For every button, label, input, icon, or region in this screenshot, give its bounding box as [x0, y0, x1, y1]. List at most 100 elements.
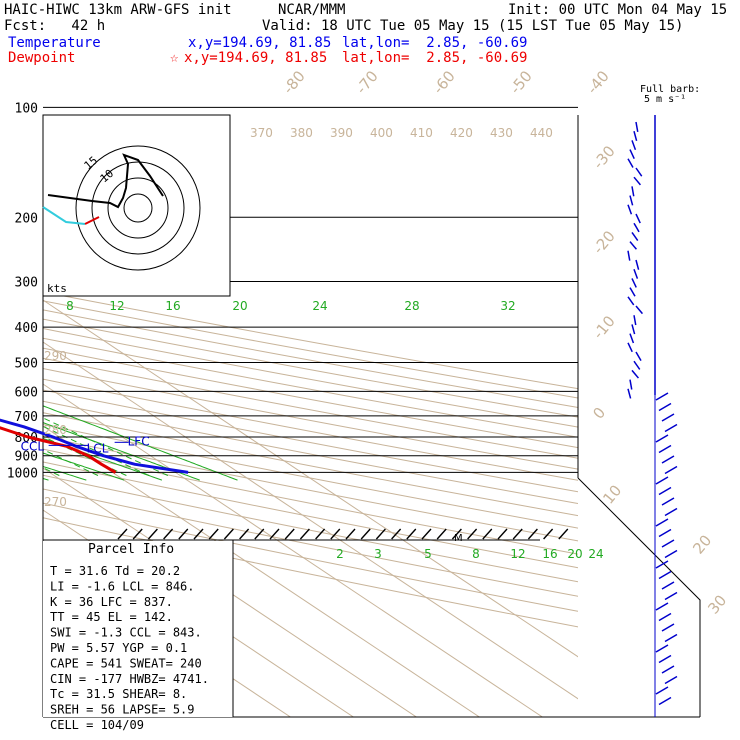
dry-adiabat-label: 410 [410, 126, 433, 140]
melting-level-hatch [284, 528, 295, 540]
wind-barb [655, 602, 669, 611]
wind-barb [627, 158, 634, 168]
melting-level-hatch [223, 528, 234, 540]
wind-barb [664, 633, 678, 643]
hodograph-trace-low [42, 206, 86, 225]
dry-adiabat-line [43, 389, 578, 493]
wind-barb [633, 131, 638, 142]
dry-adiabat-label: 430 [490, 126, 513, 140]
isotherm-tick-label: -20 [589, 227, 619, 257]
mixing-ratio-label: 24 [588, 547, 603, 561]
wind-barb [658, 528, 672, 538]
parcel-info-row: T = 31.6 Td = 20.2 [50, 564, 180, 578]
wind-barb [661, 665, 675, 674]
hodograph-ring [91, 161, 185, 255]
mixing-ratio-label: 8 [472, 547, 480, 561]
hodograph-ring [123, 193, 153, 223]
melting-level-hatch [299, 528, 310, 540]
wind-barb [635, 167, 643, 177]
mixing-ratio-label: 16 [542, 547, 557, 561]
dry-adiabat-label: 370 [250, 126, 273, 140]
wind-barb [661, 581, 675, 590]
wind-barb [635, 259, 640, 270]
mixing-ratio-label: 3 [374, 547, 382, 561]
isotherm-tick-label: 0 [589, 404, 609, 423]
isotherm-line [43, 425, 480, 717]
wind-barb [633, 222, 640, 233]
parcel-info-row: PW = 5.57 YGP = 0.1 [50, 641, 187, 655]
dry-adiabat-line [43, 378, 578, 481]
melting-level-hatch [163, 528, 174, 540]
org-label: NCAR/MMM [278, 2, 346, 18]
mixing-ratio-label: 16 [165, 299, 180, 313]
wind-barb [627, 296, 635, 306]
melting-level-hatch [193, 528, 204, 540]
parcel-info-row: CIN = -177 HWBZ= 4741. [50, 672, 209, 686]
melting-level-hatch [436, 528, 447, 540]
dry-adiabat-label: 400 [370, 126, 393, 140]
wind-barb [631, 231, 639, 242]
dry-adiabat-label: 440 [530, 126, 553, 140]
hodograph-ring [107, 177, 169, 239]
hodograph-units-label: kts [47, 282, 67, 295]
barb-key-unit: 5 m s⁻¹ [644, 94, 687, 105]
melting-level-hatch [497, 528, 508, 540]
melting-level-hatch [482, 528, 493, 540]
isotherm-tick-label: -60 [429, 67, 459, 97]
wind-barb [631, 140, 637, 151]
dry-adiabat-line [43, 400, 578, 505]
isotherm-tick-label: -10 [589, 312, 619, 342]
pressure-tick-label: 300 [15, 276, 38, 291]
wind-barb [658, 486, 672, 496]
wind-barb [664, 465, 678, 475]
isotherm-tick-label: 30 [704, 591, 730, 617]
hodograph-frame [42, 114, 231, 297]
wind-barb [664, 591, 678, 601]
melting-level-hatch [315, 528, 326, 540]
wind-barb [655, 686, 669, 695]
mixing-ratio-label: 20 [232, 299, 247, 313]
wind-barb [658, 654, 672, 664]
lfc-marker-label: LFC [128, 434, 150, 448]
wind-barb [658, 444, 672, 454]
temperature-legend-latlon: lat,lon= 2.85, -60.69 [342, 35, 528, 51]
isotherm-tick-label: 20 [689, 531, 715, 557]
pressure-tick-label: 100 [15, 101, 38, 116]
isotherm-tick-label: -70 [352, 67, 382, 97]
parcel-info-title: Parcel Info [88, 542, 174, 557]
wind-barb [635, 305, 644, 315]
melting-level-hatch [208, 528, 219, 540]
isotherm-tick-label: -30 [589, 142, 619, 172]
melting-level-hatch [178, 528, 189, 540]
melting-level-hatch [254, 528, 265, 540]
dry-adiabat-line [43, 347, 578, 449]
init-time: Init: 00 UTC Mon 04 May 15 [508, 2, 728, 18]
hodograph-storm-motion [84, 216, 100, 225]
wind-barb [633, 360, 641, 370]
pressure-tick-label: 400 [15, 321, 38, 336]
pressure-tick-label: 700 [15, 410, 38, 425]
melting-level-hatch [391, 528, 402, 540]
wind-barb [655, 644, 669, 653]
dry-adiabat-label: 270 [44, 495, 67, 509]
wind-barb [627, 204, 633, 215]
wind-barb [661, 497, 675, 506]
valid-time: Valid: 18 UTC Tue 05 May 15 (15 LST Tue … [262, 18, 684, 34]
temperature-profile-line [0, 418, 189, 474]
dry-adiabat-label: 390 [330, 126, 353, 140]
dry-adiabat-line [43, 412, 578, 517]
wind-barb [664, 423, 678, 433]
wind-barb [664, 675, 678, 685]
mixing-ratio-label: 2 [336, 547, 344, 561]
dry-adiabat-label: 290 [44, 349, 67, 363]
wind-barb [658, 696, 672, 706]
mixing-ratio-label: 12 [109, 299, 124, 313]
wind-barb [629, 379, 633, 390]
dewpoint-legend-xy: x,y=194.69, 81.85 [184, 50, 328, 66]
pressure-tick-label: 500 [15, 357, 38, 372]
wind-barb [633, 176, 642, 186]
wind-barb [627, 388, 632, 399]
parcel-info-row: LI = -1.6 LCL = 846. [50, 579, 195, 593]
wind-barb [629, 287, 636, 297]
